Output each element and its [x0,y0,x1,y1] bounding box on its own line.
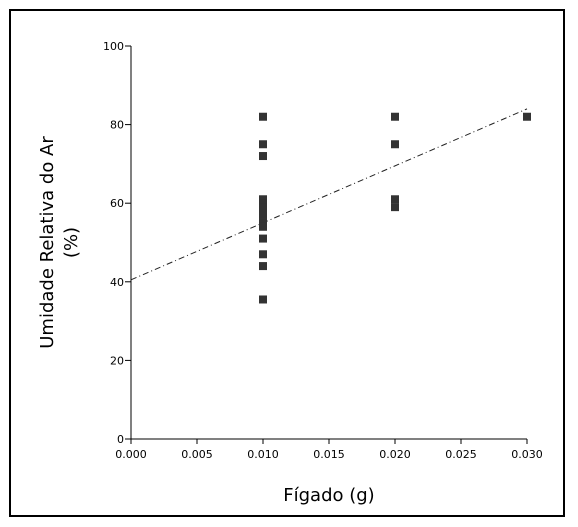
x-tick-label: 0.030 [511,448,543,461]
data-points [259,112,531,304]
data-point [259,262,267,271]
y-tick-label: 60 [110,197,124,210]
data-point [259,295,267,304]
x-tick-label: 0.015 [313,448,345,461]
y-tick-label: 0 [117,433,124,446]
y-tick-label: 100 [103,40,124,53]
data-point [259,222,267,231]
y-tick-label: 40 [110,276,124,289]
data-point [391,140,399,149]
x-tick-label: 0.020 [379,448,411,461]
x-tick-label: 0.010 [247,448,279,461]
data-point [259,140,267,149]
data-point [259,250,267,259]
x-tick-label: 0.005 [181,448,213,461]
y-tick-label: 80 [110,119,124,132]
x-tick-label: 0.025 [445,448,477,461]
y-tick-label: 20 [110,354,124,367]
data-point [391,203,399,212]
chart-frame [9,9,565,517]
trendline [130,108,528,281]
data-point [259,152,267,161]
data-point [523,112,531,121]
x-axis-title: Fígado (g) [283,485,374,506]
y-axis-title-line2: (%) [61,227,82,258]
data-point [391,195,399,204]
trendline-group [130,108,528,281]
axis-labels: 0 20 40 60 80 100 0.000 0.005 0.010 0.015 0.020 0.0… [37,40,543,506]
data-point [259,112,267,121]
y-axis-title-line1: Umidade Relativa do Ar [37,136,58,349]
data-point [259,234,267,243]
x-tick-label: 0.000 [115,448,147,461]
data-point [391,112,399,121]
data-point [259,210,267,219]
axes [125,45,528,444]
